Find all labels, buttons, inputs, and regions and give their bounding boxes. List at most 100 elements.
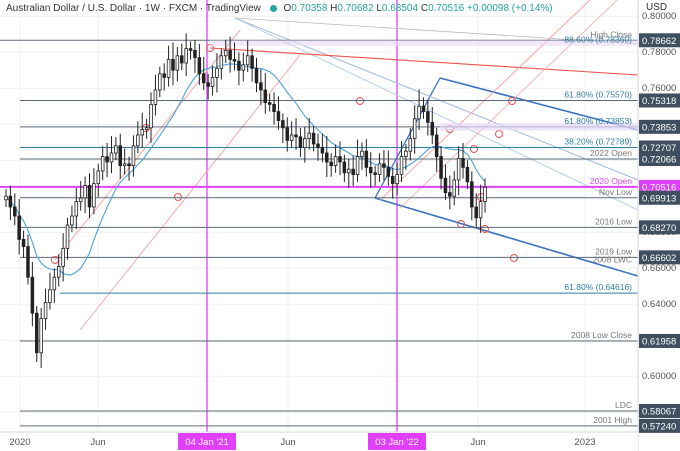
candle-body xyxy=(307,132,311,139)
candle-body xyxy=(144,127,149,131)
candle-body xyxy=(355,156,360,176)
currency-selector[interactable]: USD xyxy=(646,2,668,13)
candle-body xyxy=(448,192,452,197)
time-axis-panel xyxy=(0,432,638,451)
price-tag-value: 0.58067 xyxy=(642,406,676,417)
candle-body xyxy=(96,170,101,184)
candle-body xyxy=(329,161,333,166)
moving-average-line xyxy=(5,63,486,276)
candle-body xyxy=(21,238,26,247)
candle-body xyxy=(267,102,272,105)
resistance-slope-line xyxy=(209,47,639,76)
candle-body xyxy=(417,105,421,120)
low-value: 0.68504 xyxy=(381,3,419,14)
candle-body xyxy=(70,215,74,226)
candle-body xyxy=(250,55,254,69)
candle-body xyxy=(219,55,224,69)
candle-body xyxy=(426,111,430,123)
candle-body xyxy=(408,138,413,152)
candle-body xyxy=(259,82,263,91)
pivot-marker xyxy=(470,145,478,153)
high-value: 0.70682 xyxy=(337,3,374,14)
level-label: 2022 Open xyxy=(590,148,632,158)
high-label: H xyxy=(330,3,338,14)
y-tick-label: 0.66000 xyxy=(642,263,676,274)
price-tag-value: 0.72707 xyxy=(642,143,676,154)
candle-body xyxy=(65,224,70,249)
candle-body xyxy=(153,89,158,105)
candle-body xyxy=(368,166,373,174)
candle-body xyxy=(241,64,246,71)
pivot-marker xyxy=(510,254,518,262)
candle-body xyxy=(316,143,320,148)
candle-body xyxy=(395,174,399,185)
candle-body xyxy=(285,127,290,141)
candle-body xyxy=(17,215,21,240)
pivot-marker xyxy=(174,193,182,201)
candle-body xyxy=(118,145,123,167)
candle-body xyxy=(342,161,347,174)
candle-body xyxy=(434,134,439,158)
channel-inner-line xyxy=(234,17,639,211)
candle-body xyxy=(254,68,259,84)
candle-body xyxy=(166,59,171,78)
price-tag-value: 0.70516 xyxy=(642,182,676,193)
candle-body xyxy=(360,150,364,157)
candle-body xyxy=(338,156,342,163)
candle-body xyxy=(390,175,395,184)
candle-body xyxy=(140,129,144,136)
price-tag xyxy=(639,119,680,134)
y-tick-label: 0.80000 xyxy=(642,11,676,22)
candle-body xyxy=(87,184,92,208)
level-label: 2019 Low xyxy=(595,246,633,256)
price-tag xyxy=(639,93,680,108)
candle-body xyxy=(74,201,79,217)
candle-body xyxy=(325,152,329,163)
price-tag xyxy=(639,418,680,433)
candle-body xyxy=(83,184,87,199)
level-label: 2016 Low xyxy=(595,216,633,226)
candles-layer xyxy=(4,33,487,368)
grid-layer xyxy=(0,0,638,432)
channel-lower-line xyxy=(374,197,639,277)
candle-body xyxy=(122,163,127,167)
candle-body xyxy=(26,246,30,278)
candle-body xyxy=(215,68,219,78)
market-status-icon xyxy=(269,4,277,12)
candle-body xyxy=(56,265,61,278)
candle-body xyxy=(34,312,39,354)
candle-body xyxy=(127,163,131,167)
candle-body xyxy=(171,59,175,71)
candle-body xyxy=(52,276,57,291)
candle-body xyxy=(478,201,483,219)
candle-body xyxy=(351,168,355,175)
symbol-title: Australian Dollar / U.S. Dollar · 1W · F… xyxy=(6,3,261,14)
candle-body xyxy=(39,318,43,354)
channel-upper-line xyxy=(439,77,639,131)
candle-body xyxy=(461,157,465,168)
level-label: 2001 High xyxy=(593,415,632,425)
candle-body xyxy=(158,73,162,91)
level-label: High Close xyxy=(590,29,632,39)
candle-body xyxy=(78,197,83,202)
candle-body xyxy=(470,181,474,208)
pivot-marker xyxy=(495,130,503,138)
resistance-zone xyxy=(210,40,638,46)
x-tick-label: Jun xyxy=(90,437,105,448)
candle-body xyxy=(320,147,325,154)
candle-body xyxy=(452,179,457,197)
level-label: 61.80% (0.64616) xyxy=(564,282,632,292)
y-tick-label: 0.64000 xyxy=(642,299,676,310)
candle-body xyxy=(276,111,281,121)
candle-body xyxy=(180,55,184,64)
candle-body xyxy=(263,89,268,103)
chart-header: Australian Dollar / U.S. Dollar · 1W · F… xyxy=(6,3,553,14)
candle-body xyxy=(404,150,408,157)
level-label: 88.60% (0.78360) xyxy=(564,35,632,45)
candle-body xyxy=(232,59,237,62)
date-marker-badge xyxy=(368,433,426,450)
date-marker-badge xyxy=(178,433,236,450)
